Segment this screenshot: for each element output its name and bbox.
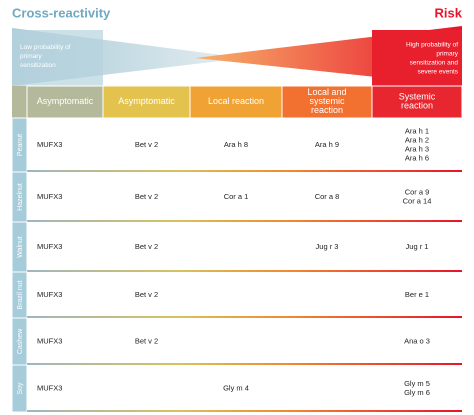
cell-text: Ber e 1 xyxy=(405,290,429,299)
cell-text: Bet v 2 xyxy=(135,242,158,251)
cell-text: Ana o 3 xyxy=(404,336,430,345)
header-corner xyxy=(12,86,27,118)
cell-text: Gly m 5 xyxy=(404,379,430,388)
cell-text: Ara h 8 xyxy=(224,140,248,149)
high-note: High probability of primary sensitization … xyxy=(406,41,459,75)
cell-text: Gly m 6 xyxy=(404,388,430,397)
cell-text: Ara h 1 xyxy=(405,126,429,135)
row-divider xyxy=(27,220,462,222)
column-header: Systemic reaction xyxy=(399,92,436,111)
cell-text: Bet v 2 xyxy=(135,336,158,345)
cell-text: Ara h 2 xyxy=(405,135,429,144)
left-title: Cross-reactivity xyxy=(12,5,111,20)
cell-text: MUFX3 xyxy=(37,192,62,201)
cell-text: Jug r 3 xyxy=(316,242,339,251)
cell-text: Ara h 6 xyxy=(405,153,429,162)
column-header-bg xyxy=(371,85,463,119)
cell-text: Bet v 2 xyxy=(135,140,158,149)
column-header-bg xyxy=(189,85,283,119)
row-label-bg xyxy=(11,364,28,413)
high-note-bg xyxy=(372,30,462,86)
column-header-bg xyxy=(26,85,104,119)
column-header: Asymptomatic xyxy=(37,96,94,106)
row-label: Cashew xyxy=(17,328,24,354)
low-note-bg xyxy=(12,30,103,86)
cell-text: MUFX3 xyxy=(37,383,62,392)
row-label: Hazelnut xyxy=(17,183,24,211)
row-divider xyxy=(27,170,462,172)
cell-text: MUFX3 xyxy=(37,242,62,251)
row-divider xyxy=(27,270,462,272)
row-label: Walnut xyxy=(17,236,24,258)
cell-text: Gly m 4 xyxy=(223,383,249,392)
column-header: Local reaction xyxy=(208,96,264,106)
cell-text: Ara h 9 xyxy=(315,140,339,149)
cell-text: MUFX3 xyxy=(37,336,62,345)
cell-text: Bet v 2 xyxy=(135,192,158,201)
low-note: Low probability of primary sensitization xyxy=(20,44,71,69)
column-header: Asymptomatic xyxy=(118,96,175,106)
cell-text: MUFX3 xyxy=(37,290,62,299)
cell-text: Cor a 9 xyxy=(405,187,430,196)
column-header-bg xyxy=(102,85,191,119)
right-title: Risk xyxy=(435,5,463,20)
cell-text: Bet v 2 xyxy=(135,290,158,299)
cell-text: Cor a 1 xyxy=(224,192,249,201)
row-label: Peanut xyxy=(17,134,24,156)
row-label: Brazil nut xyxy=(17,280,24,309)
cell-text: Cor a 8 xyxy=(315,192,340,201)
column-header: Local and systemic reaction xyxy=(307,87,346,115)
cell-text: Ara h 3 xyxy=(405,144,429,153)
cell-text: Jug r 1 xyxy=(406,242,429,251)
row-label: Soy xyxy=(17,382,24,395)
row-divider xyxy=(27,363,462,365)
row-divider xyxy=(27,316,462,318)
row-divider xyxy=(27,410,462,412)
cell-text: MUFX3 xyxy=(37,140,62,149)
cell-text: Cor a 14 xyxy=(403,196,432,205)
